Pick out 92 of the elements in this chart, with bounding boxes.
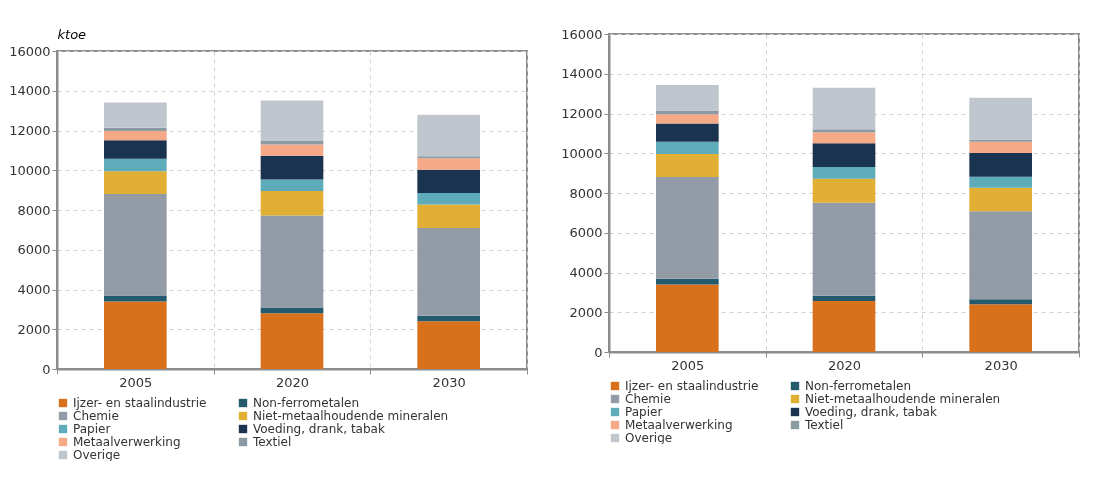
bar — [656, 284, 719, 352]
x-tick-label: 2030 — [432, 374, 466, 390]
y-tick-label: 10000 — [9, 162, 51, 178]
bar — [260, 215, 324, 308]
y-tick-label: 8000 — [569, 185, 603, 201]
legend-label: Papier — [625, 405, 663, 419]
bar — [656, 85, 719, 111]
legend-label: Textiel — [804, 418, 844, 432]
bar — [656, 177, 719, 279]
legend-label: Ijzer- en staalindustrie — [625, 379, 759, 393]
bar — [104, 131, 167, 141]
bar — [656, 278, 719, 285]
bar — [417, 193, 480, 205]
legend-label: Metaalverwerking — [73, 435, 181, 449]
bar — [656, 114, 719, 124]
bar — [969, 153, 1032, 177]
y-axis-title: ktoe — [57, 26, 87, 42]
y-tick-label: 0 — [594, 344, 603, 360]
bar — [417, 227, 480, 316]
y-tick-label: 14000 — [561, 66, 603, 82]
bar — [812, 295, 876, 301]
legend-label: Papier — [73, 422, 111, 436]
legend-label: Overige — [73, 448, 121, 462]
bar — [656, 123, 719, 142]
bar — [812, 300, 876, 352]
legend-label: Voeding, drank, tabak — [253, 422, 385, 436]
bar — [812, 166, 876, 179]
bar — [417, 315, 480, 322]
x-tick-label: 2020 — [275, 374, 310, 390]
y-tick-label: 16000 — [9, 43, 51, 59]
legend-label: Ijzer- en staalindustrie — [73, 396, 207, 410]
y-tick-label: 4000 — [569, 265, 603, 280]
bar — [104, 102, 167, 128]
bar — [656, 154, 719, 178]
bar — [812, 143, 876, 167]
bar — [812, 132, 876, 144]
bar — [260, 179, 324, 192]
bar — [969, 97, 1032, 140]
bar — [812, 202, 876, 296]
bar — [812, 87, 876, 130]
bar — [260, 100, 324, 142]
y-tick-label: 6000 — [17, 242, 51, 258]
x-tick-label: 2005 — [671, 357, 705, 373]
y-tick-label: 2000 — [569, 304, 603, 320]
legend-label: Metaalverwerking — [625, 418, 733, 432]
x-tick-label: 2005 — [119, 374, 153, 390]
bar — [417, 204, 480, 228]
bar — [969, 211, 1032, 300]
legend-label: Chemie — [625, 392, 671, 406]
legend-label: Textiel — [252, 435, 292, 449]
bar — [104, 295, 167, 302]
bar — [417, 158, 480, 170]
legend-label: Niet-metaalhoudende mineralen — [253, 409, 449, 423]
bar — [417, 114, 480, 157]
bar — [104, 194, 167, 296]
bar — [969, 187, 1032, 212]
bar — [969, 139, 1032, 142]
bar — [969, 299, 1032, 305]
y-tick-label: 16000 — [561, 26, 603, 42]
y-tick-label: 2000 — [17, 321, 51, 337]
bar — [260, 191, 324, 216]
bar — [812, 129, 876, 133]
legend-label: Voeding, drank, tabak — [805, 405, 937, 419]
bar — [260, 144, 324, 156]
bar — [260, 155, 324, 180]
bar — [969, 304, 1032, 352]
legend-label: Chemie — [73, 409, 119, 423]
legend-label: Non-ferrometalen — [253, 396, 360, 410]
bar — [104, 301, 167, 369]
bar — [656, 141, 719, 155]
y-tick-label: 12000 — [9, 123, 51, 138]
legend-label: Overige — [625, 431, 673, 445]
y-tick-label: 0 — [42, 361, 51, 377]
bar — [969, 176, 1032, 188]
bar — [969, 141, 1032, 154]
y-tick-label: 8000 — [17, 202, 51, 218]
y-tick-label: 12000 — [561, 106, 603, 121]
bar — [104, 171, 167, 195]
bar — [417, 321, 480, 369]
y-tick-label: 4000 — [17, 282, 51, 297]
x-tick-label: 2020 — [827, 357, 862, 373]
y-tick-label: 6000 — [569, 225, 603, 241]
bar — [812, 178, 876, 203]
y-tick-label: 14000 — [9, 83, 51, 99]
bar — [104, 158, 167, 172]
bar — [104, 140, 167, 159]
legend-label: Niet-metaalhoudende mineralen — [805, 392, 1001, 406]
bar — [417, 169, 480, 194]
y-tick-label: 10000 — [561, 145, 603, 161]
legend-label: Non-ferrometalen — [805, 379, 912, 393]
x-tick-label: 2030 — [984, 357, 1018, 373]
bar — [260, 313, 324, 369]
